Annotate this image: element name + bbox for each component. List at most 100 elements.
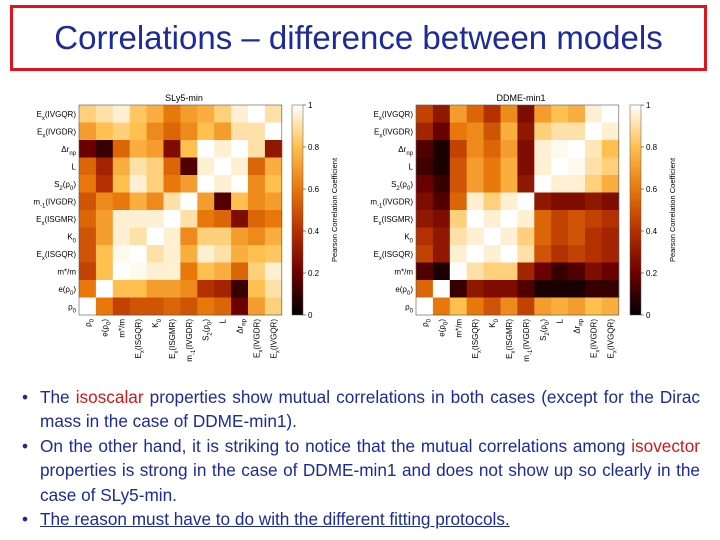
heatmap-cell (214, 280, 232, 298)
heatmap-cell (95, 175, 114, 193)
heatmap-cell (517, 210, 535, 228)
heatmap-cell (551, 245, 569, 263)
column-tick-label: Δrnp (236, 318, 248, 333)
heatmap-cell (483, 192, 501, 211)
heatmap-cell (551, 210, 569, 228)
heatmap-cell (95, 105, 114, 123)
heatmap-cell (112, 122, 131, 141)
column-tick-label: L (556, 318, 565, 323)
heatmap-cell (146, 105, 164, 123)
heatmap-cell (231, 262, 249, 281)
heatmap-cell (466, 105, 484, 123)
heatmap-cell (568, 227, 586, 246)
heatmap-cell (449, 227, 468, 246)
heatmap-cell (416, 105, 434, 123)
heatmap-cell (534, 210, 552, 228)
heatmap-cell (95, 122, 114, 141)
heatmap-cell (416, 262, 434, 281)
row-tick-label: L (409, 162, 414, 171)
heatmap-cell (432, 280, 451, 298)
heatmap-cell (432, 245, 451, 263)
heatmap-sly5-min: SLy5-min Ex(IVGQR) Ex(IVGDR) Δrnp L S2(ρ0) m-1… (33, 93, 339, 362)
heatmap-cell (483, 140, 501, 158)
heatmap-cell (112, 140, 131, 158)
heatmap-cell (551, 140, 569, 158)
heatmap-cell (466, 227, 484, 246)
heatmap-cell (466, 280, 484, 298)
heatmap-cell (112, 105, 131, 123)
heatmap-cell (483, 280, 501, 298)
heatmap-cell (163, 245, 181, 263)
heatmap-cell (534, 245, 552, 263)
heatmap-cell (585, 192, 603, 211)
heatmap-cell (231, 210, 249, 228)
heatmap-cell (248, 192, 266, 211)
heatmap-cell (214, 157, 232, 176)
heatmap-cell (551, 280, 569, 298)
heatmap-cell (197, 245, 215, 263)
column-tick-label: m*/m (117, 319, 126, 338)
heatmap-cell (568, 122, 586, 141)
heatmap-cell (466, 210, 484, 228)
heatmap-cell (112, 262, 131, 281)
heatmap-cell (416, 140, 434, 158)
column-tick-label: Δrnp (573, 318, 585, 333)
row-tick-label: m-1(IVGDR) (33, 197, 76, 209)
heatmap-cell (163, 157, 181, 176)
heatmap-cell (163, 280, 181, 298)
column-tick-label: S2(ρ0) (202, 319, 214, 341)
row-tick-label: Ex(IVGDR) (374, 127, 413, 139)
heatmap-cell (197, 157, 215, 176)
heatmap-cell (163, 210, 181, 228)
heatmap-cell (163, 192, 181, 211)
heatmap-cell (146, 297, 164, 316)
heatmap-cell (432, 157, 451, 176)
heatmap-cell (180, 192, 198, 211)
heatmap-cell (432, 192, 451, 211)
heatmap-cell (483, 297, 501, 316)
heatmap-cell (534, 192, 552, 211)
heatmap-cell (483, 245, 501, 263)
row-tick-label: S2(ρ0) (54, 180, 76, 192)
column-tick-label: Ex(ISGQR) (471, 319, 483, 359)
heatmap-cell (449, 262, 468, 281)
heatmap-cell (517, 262, 535, 281)
heatmap-cell (449, 210, 468, 228)
heatmap-cell (79, 105, 97, 123)
colorbar-tick-label: 1 (646, 101, 651, 110)
heatmap-cell (146, 210, 164, 228)
heatmap-cell (449, 140, 468, 158)
bullet-item-reason: • The reason must have to do with the di… (22, 507, 700, 531)
heatmap-cell (432, 105, 451, 123)
heatmap-cell (146, 122, 164, 141)
heatmap-cell (534, 262, 552, 281)
heatmap-cell (264, 157, 283, 176)
column-tick-label: m*/m (454, 319, 463, 338)
heatmap-cell (95, 245, 114, 263)
row-tick-label: Ex(ISGMR) (373, 215, 413, 227)
column-tick-label: K0 (488, 318, 500, 327)
heatmap-cell (180, 227, 198, 246)
heatmap-cell (129, 245, 147, 263)
heatmap-cell (248, 175, 266, 193)
colorbar-label: Pearson Correlation Coefficient (330, 157, 339, 262)
colorbar-tick-label: 0.2 (646, 269, 658, 278)
heatmap-cell (601, 210, 620, 228)
bullet-text-underlined: The reason must have to do with the diff… (40, 509, 510, 530)
heatmap-cell (180, 140, 198, 158)
column-tick-label: S2(ρ0) (539, 319, 551, 341)
heatmap-cell (449, 245, 468, 263)
heatmap-cell (248, 122, 266, 141)
heatmap-cell (483, 157, 501, 176)
heatmap-cell (601, 227, 620, 246)
heatmap-cell (112, 297, 131, 316)
heatmap-cell (264, 122, 283, 141)
heatmap-title: SLy5-min (165, 93, 203, 103)
colorbar-tick-label: 0.4 (646, 227, 658, 236)
heatmap-cell (534, 140, 552, 158)
heatmap-cell (585, 262, 603, 281)
heatmap-cell (449, 280, 468, 298)
heatmap-cell (534, 297, 552, 316)
heatmap-cell (264, 175, 283, 193)
heatmap-cell (534, 227, 552, 246)
